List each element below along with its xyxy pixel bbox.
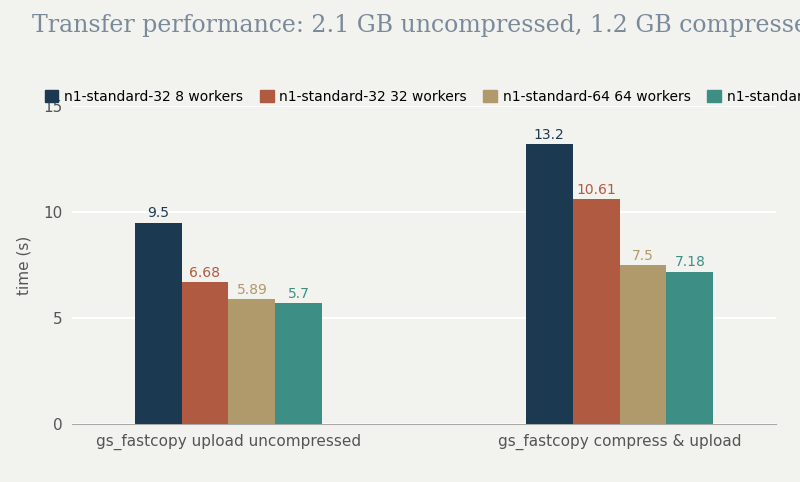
Bar [526, 144, 573, 424]
Bar [619, 265, 666, 424]
Text: Transfer performance: 2.1 GB uncompressed, 1.2 GB compressed: Transfer performance: 2.1 GB uncompresse… [32, 14, 800, 38]
Legend: n1-standard-32 8 workers, n1-standard-32 32 workers, n1-standard-64 64 workers, : n1-standard-32 8 workers, n1-standard-32… [39, 84, 800, 109]
Bar [229, 299, 275, 424]
Text: 9.5: 9.5 [147, 206, 169, 220]
Text: 6.68: 6.68 [190, 266, 221, 280]
Text: 7.18: 7.18 [674, 255, 706, 269]
Bar [134, 223, 182, 424]
Text: 13.2: 13.2 [534, 128, 565, 142]
Bar [182, 282, 229, 424]
Text: 5.7: 5.7 [288, 287, 310, 301]
Bar [275, 303, 322, 424]
Text: 5.89: 5.89 [237, 283, 267, 297]
Bar [666, 272, 714, 424]
Text: 10.61: 10.61 [576, 183, 616, 197]
Bar [573, 199, 619, 424]
Y-axis label: time (s): time (s) [17, 236, 32, 295]
Text: 7.5: 7.5 [632, 249, 654, 263]
